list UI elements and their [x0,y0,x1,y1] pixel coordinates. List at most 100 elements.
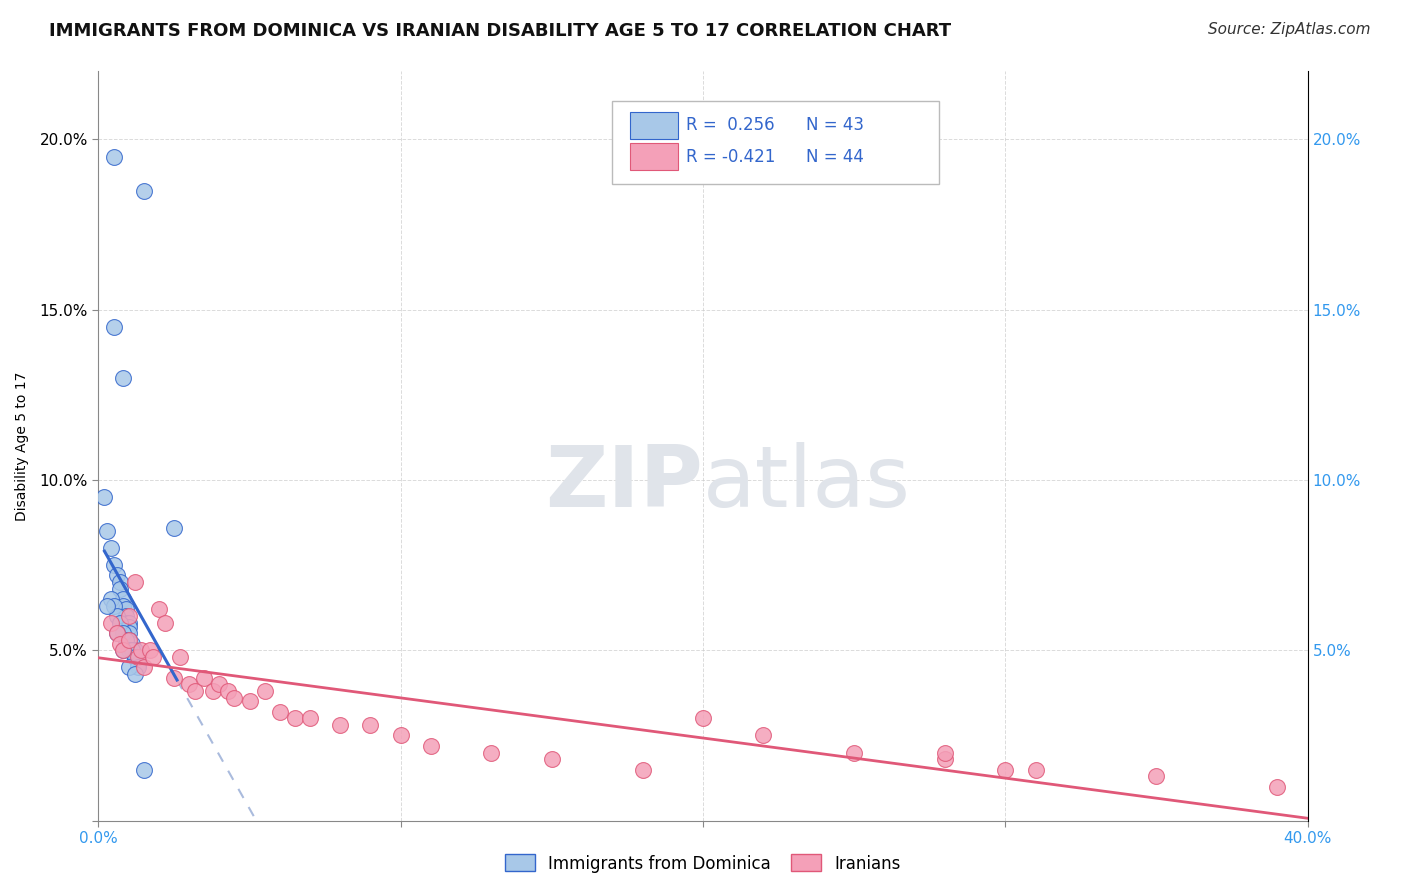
FancyBboxPatch shape [630,144,678,170]
Point [96,524,118,538]
Point [114,633,136,648]
Point [132,763,155,777]
Point [481,746,503,760]
Point [540,752,562,766]
Point [124,575,146,590]
Point [631,763,654,777]
Point [108,636,131,650]
Point [103,599,125,613]
Point [752,729,775,743]
FancyBboxPatch shape [630,112,678,139]
Point [208,677,231,691]
Point [269,705,291,719]
Point [100,616,122,631]
Point [132,660,155,674]
Point [1144,769,1167,783]
Point [179,677,201,691]
Point [169,650,191,665]
Point [994,763,1017,777]
Point [121,636,143,650]
Point [253,684,276,698]
Point [142,650,165,665]
Point [202,684,225,698]
Legend: Immigrants from Dominica, Iranians: Immigrants from Dominica, Iranians [499,847,907,880]
Text: R = -0.421: R = -0.421 [686,148,776,166]
Point [118,626,141,640]
Point [124,667,146,681]
Text: N = 44: N = 44 [806,148,863,166]
Point [224,691,246,706]
Point [100,592,122,607]
Point [299,711,322,725]
Point [111,371,134,385]
Point [96,599,118,613]
Point [114,602,136,616]
Point [163,521,186,535]
Point [139,643,162,657]
Point [118,609,141,624]
Point [284,711,307,725]
Text: IMMIGRANTS FROM DOMINICA VS IRANIAN DISABILITY AGE 5 TO 17 CORRELATION CHART: IMMIGRANTS FROM DOMINICA VS IRANIAN DISA… [49,22,952,40]
Y-axis label: Disability Age 5 to 17: Disability Age 5 to 17 [14,371,28,521]
Point [108,582,131,596]
Point [111,592,134,607]
Point [100,541,122,556]
Point [420,739,443,753]
Text: R =  0.256: R = 0.256 [686,116,775,135]
Point [360,718,382,732]
Point [124,650,146,665]
Point [184,684,207,698]
Point [108,575,131,590]
Point [127,660,149,674]
Point [148,602,170,616]
Point [217,684,239,698]
Text: Source: ZipAtlas.com: Source: ZipAtlas.com [1208,22,1371,37]
Point [692,711,714,725]
Point [934,752,956,766]
Point [1267,780,1289,794]
Point [105,626,128,640]
Point [103,319,125,334]
Point [389,729,412,743]
Point [103,558,125,573]
Point [118,616,141,631]
Point [105,626,128,640]
Point [124,643,146,657]
Point [163,671,186,685]
Point [1024,763,1046,777]
Point [844,746,866,760]
Point [108,616,131,631]
FancyBboxPatch shape [613,102,939,184]
Point [114,609,136,624]
Point [121,643,143,657]
Point [153,616,176,631]
Point [118,633,141,648]
Point [103,149,125,163]
Point [118,633,141,648]
Point [111,626,134,640]
Point [118,660,141,674]
Point [118,619,141,633]
Point [127,657,149,671]
Point [934,746,956,760]
Point [118,643,141,657]
Point [111,643,134,657]
Point [93,490,115,504]
Point [111,599,134,613]
Point [127,650,149,665]
Text: ZIP: ZIP [546,442,703,525]
Point [111,643,134,657]
Point [105,568,128,582]
Point [105,609,128,624]
Point [114,616,136,631]
Point [129,643,152,657]
Point [124,650,146,665]
Point [132,184,155,198]
Point [329,718,352,732]
Point [127,650,149,665]
Text: N = 43: N = 43 [806,116,863,135]
Point [239,694,262,708]
Text: atlas: atlas [703,442,911,525]
Point [193,671,215,685]
Point [121,643,143,657]
